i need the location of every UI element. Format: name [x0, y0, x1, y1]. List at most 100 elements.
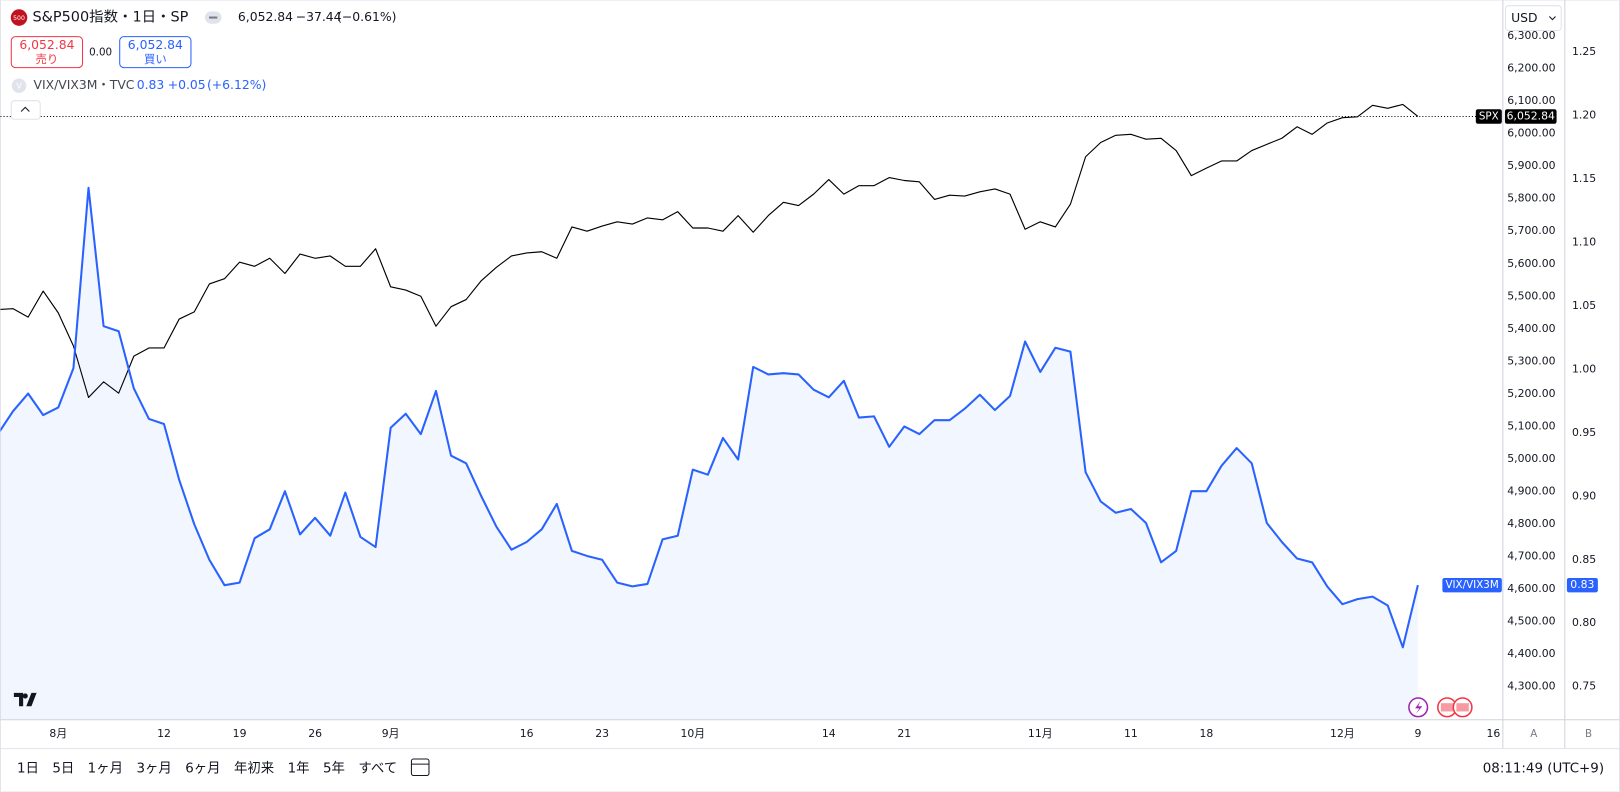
logo	[13, 692, 37, 707]
flag	[1440, 703, 1454, 712]
range-button[interactable]: 1日	[17, 761, 39, 776]
y-tick-label: 5,800.00	[1507, 192, 1555, 205]
compare-icon	[11, 78, 27, 93]
x-tick-label: 16	[1487, 727, 1501, 740]
range-button[interactable]: すべて	[358, 760, 397, 776]
symbol-icon	[10, 9, 28, 26]
y-tick-label: 5,900.00	[1507, 159, 1555, 172]
range-button[interactable]: 6ヶ月	[185, 761, 220, 776]
range-button[interactable]: 3ヶ月	[136, 761, 171, 776]
y-tick-label: 6,100.00	[1507, 94, 1555, 107]
buy-button[interactable]	[119, 36, 192, 69]
x-tick-label: 9	[1414, 727, 1421, 740]
compare-last: 0.83	[137, 77, 165, 92]
y-tick-label: 5,000.00	[1507, 452, 1555, 465]
x-tick-label: 26	[308, 727, 322, 740]
spread: 0.00	[89, 47, 112, 59]
y2-tick-label: 1.05	[1572, 299, 1596, 312]
dropdown-icon	[1548, 16, 1556, 21]
compare-change: +0.05	[168, 77, 206, 92]
price-change: −37.44	[296, 9, 342, 24]
sell-price: 6,052.84	[19, 37, 74, 52]
scale-button[interactable]: B	[1585, 728, 1592, 740]
range-button[interactable]: 1年	[288, 760, 310, 776]
date-range-button[interactable]	[410, 758, 430, 776]
y2-tick-label: 1.25	[1572, 45, 1596, 58]
last-value-badge: 0.83	[1570, 578, 1594, 591]
currency-dropdown[interactable]	[1504, 5, 1562, 31]
last-value-badge-bg	[1504, 109, 1557, 124]
x-tick-label: 19	[233, 727, 247, 740]
y-tick-label: 5,100.00	[1507, 419, 1555, 432]
series-area	[0, 187, 1418, 720]
x-tick-label: 10月	[680, 727, 705, 740]
y-tick-label: 5,600.00	[1507, 257, 1555, 270]
y2-tick-label: 0.95	[1572, 426, 1596, 439]
y-tick-label: 5,300.00	[1507, 354, 1555, 367]
last-value-badge-bg	[1566, 577, 1598, 593]
symbol-title[interactable]: S&P500指数・1日・SP	[32, 9, 188, 26]
y2-tick-label: 1.20	[1572, 109, 1596, 122]
range-button[interactable]: 5日	[52, 761, 74, 776]
range-button[interactable]: 年初来	[234, 760, 274, 776]
buy-price: 6,052.84	[128, 37, 183, 52]
y-tick-label: 4,500.00	[1507, 615, 1555, 628]
y-tick-label: 4,400.00	[1507, 647, 1555, 660]
y-tick-label: 4,600.00	[1507, 582, 1555, 595]
collapse-button[interactable]	[10, 100, 41, 120]
price-change-pct: (−0.61%)	[337, 9, 396, 24]
y2-tick-label: 0.75	[1572, 680, 1596, 693]
y-tick-label: 4,900.00	[1507, 484, 1555, 497]
x-tick-label: 23	[595, 727, 609, 740]
x-tick-label: 18	[1200, 727, 1214, 740]
scale-button[interactable]: A	[1530, 728, 1537, 740]
price-badges: SPX 6,052.84 VIX/VIX3M 0.83	[1442, 109, 1598, 593]
symbol-icon-text: 500	[13, 15, 25, 22]
last-price: 6,052.84	[238, 9, 293, 24]
compare-symbol[interactable]: VIX/VIX3M・TVC	[33, 77, 134, 92]
series-name-badge-bg	[1475, 109, 1502, 124]
series-name-badge: VIX/VIX3M	[1445, 579, 1498, 591]
status-icon	[209, 16, 218, 19]
flag	[1456, 703, 1469, 712]
y2-tick-label: 1.10	[1572, 235, 1596, 248]
x-tick-label: 9月	[382, 727, 400, 740]
range-button[interactable]: 1ヶ月	[88, 761, 123, 776]
y-tick-label: 5,700.00	[1507, 224, 1555, 237]
axes: 4,300.00 4,400.00 4,500.00 4,600.00 4,700.00…	[49, 29, 1596, 740]
x-tick-label: 11	[1124, 727, 1138, 740]
y2-tick-label: 0.90	[1572, 489, 1596, 502]
sell-label: 売り	[36, 52, 59, 66]
x-tick-label: 8月	[49, 727, 67, 740]
y-tick-label: 5,500.00	[1507, 289, 1555, 302]
x-tick-label: 21	[897, 727, 911, 740]
logo	[22, 693, 28, 699]
bottom-toolbar: 1日 5日 1ヶ月 3ヶ月 6ヶ月 年初来 1年 5年 すべて	[17, 760, 397, 776]
last-value-badge: 6,052.84	[1507, 109, 1555, 122]
y-tick-label: 5,200.00	[1507, 387, 1555, 400]
plot-area	[0, 103, 1503, 720]
x-tick-label: 11月	[1028, 727, 1053, 740]
y-tick-label: 4,800.00	[1507, 517, 1555, 530]
range-button[interactable]: 5年	[323, 760, 345, 776]
y2-tick-label: 1.15	[1572, 172, 1596, 185]
x-tick-label: 16	[520, 727, 534, 740]
y-tick-label: 6,000.00	[1507, 127, 1555, 140]
y-tick-label: 4,300.00	[1507, 680, 1555, 693]
series-line	[0, 103, 1419, 399]
collapse-icon	[20, 106, 30, 112]
y-tick-label: 4,700.00	[1507, 549, 1555, 562]
compare-change-pct: (+6.12%)	[207, 77, 266, 92]
currency: USD	[1511, 10, 1537, 25]
x-tick-label: 12	[157, 727, 171, 740]
y-tick-label: 5,400.00	[1507, 322, 1555, 335]
sell-button[interactable]	[10, 36, 84, 69]
y2-tick-label: 0.85	[1572, 553, 1596, 566]
series-name-badge: SPX	[1479, 110, 1499, 122]
y2-tick-label: 0.80	[1572, 616, 1596, 629]
x-tick-label: 12月	[1330, 727, 1355, 740]
buy-label: 買い	[144, 52, 167, 66]
